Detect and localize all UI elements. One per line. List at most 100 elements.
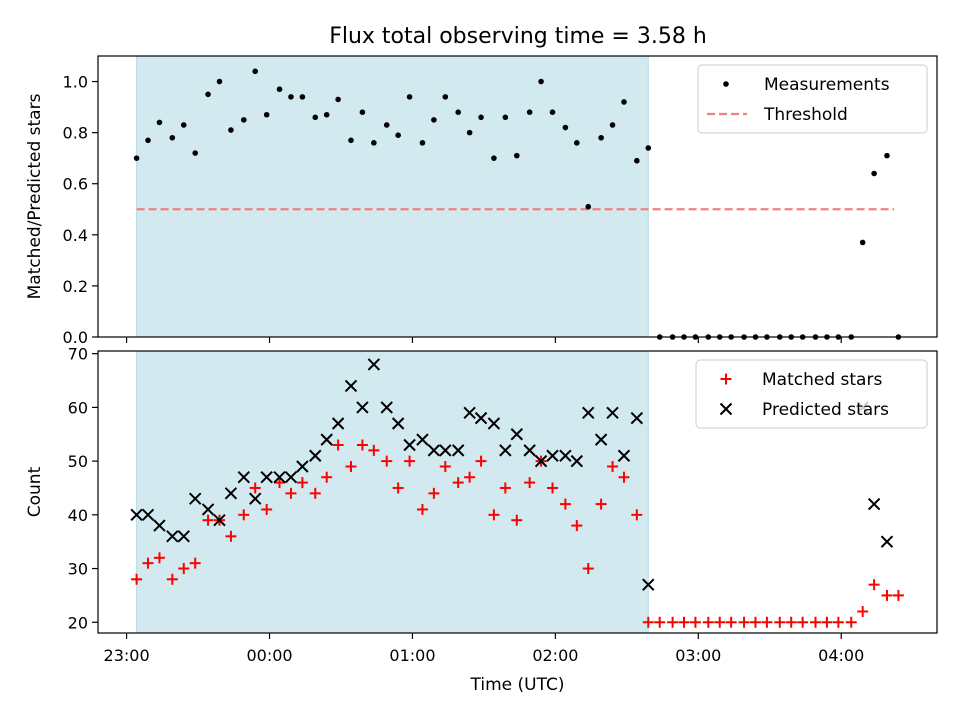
matched-star-point <box>785 616 797 628</box>
predicted-star-point <box>367 358 381 371</box>
predicted-star-point <box>224 487 238 500</box>
y-tick-label: 0.2 <box>63 277 88 296</box>
predicted-star-point <box>594 433 608 446</box>
measurement-point <box>383 122 390 128</box>
y-tick-label: 0.0 <box>63 328 88 347</box>
predicted-star-point <box>130 508 143 522</box>
x-b <box>224 487 238 500</box>
x-b <box>320 433 333 446</box>
x-b <box>367 358 381 371</box>
measurement-point <box>549 109 556 115</box>
predicted-star-point <box>309 449 322 462</box>
predicted-star-point <box>487 417 501 430</box>
predicted-star-point <box>166 530 179 543</box>
measurement-point <box>371 140 377 146</box>
matched-star-point <box>559 498 571 510</box>
measurement-point <box>466 129 473 136</box>
measurement-point <box>406 94 413 100</box>
measurement-point <box>478 114 484 121</box>
predicted-star-point <box>642 578 655 591</box>
measurement-point <box>156 119 163 126</box>
predicted-star-point <box>391 417 405 430</box>
matched-star-point <box>892 589 904 601</box>
predicted-star-point <box>356 401 369 414</box>
measurement-point <box>145 137 151 144</box>
x-b <box>570 454 584 468</box>
x-b <box>719 402 733 416</box>
legend-entry-label: Threshold <box>763 105 848 125</box>
legend-box <box>695 359 928 429</box>
measurement-point <box>192 150 198 156</box>
matched-star-point <box>714 616 726 628</box>
x-b <box>130 508 143 522</box>
matched-star-point <box>524 477 536 489</box>
predicted-star-point <box>177 530 190 543</box>
matched-star-point <box>345 460 357 472</box>
x-b <box>201 503 215 516</box>
predicted-star-point <box>284 471 298 484</box>
matched-star-point <box>511 514 523 526</box>
x-b <box>427 444 441 457</box>
measurement-point <box>585 203 592 210</box>
x-b <box>296 460 309 473</box>
predicted-star-point <box>188 492 202 505</box>
measurement-point <box>263 111 270 118</box>
predicted-star-point <box>249 492 262 505</box>
x-b <box>188 492 202 505</box>
predicted-star-point <box>201 503 215 516</box>
x-b <box>213 513 226 527</box>
measurement-point <box>609 122 616 128</box>
predicted-star-point <box>582 406 595 419</box>
matched-star-point <box>153 552 165 564</box>
matched-star-point <box>321 471 333 483</box>
matched-star-point <box>857 606 869 618</box>
x-tick-label: 01:00 <box>389 646 435 665</box>
matched-star-point <box>404 455 416 467</box>
predicted-star-point <box>523 444 536 457</box>
x-b <box>867 497 881 511</box>
bottom-y-axis-label: Count <box>25 466 45 517</box>
measurement-point <box>205 91 211 98</box>
top-axes-frame <box>97 55 938 338</box>
x-b <box>617 449 631 462</box>
bottom-y-ticks: 20 30 40 50 60 70 <box>68 345 98 632</box>
x-b <box>559 449 572 462</box>
x-b <box>153 519 166 532</box>
legend-measurement-marker <box>723 81 729 87</box>
x-tick-label: 04:00 <box>818 646 864 665</box>
x-b <box>523 444 536 457</box>
predicted-star-point <box>630 411 644 425</box>
matched-star-point <box>225 530 237 542</box>
matched-star-point <box>309 487 321 499</box>
x-b <box>344 379 358 393</box>
x-b <box>403 438 416 452</box>
measurement-point <box>395 132 401 138</box>
matched-star-point <box>547 482 559 494</box>
predicted-star-point <box>213 513 226 527</box>
measurement-point <box>871 170 877 177</box>
matched-star-point <box>642 616 654 628</box>
top-legend: Measurements Threshold <box>697 64 928 134</box>
measurement-point <box>634 157 640 164</box>
matched-star-point <box>488 509 500 521</box>
matched-star-point <box>832 616 844 628</box>
matched-star-point <box>238 509 250 521</box>
measurement-point <box>252 68 259 75</box>
matched-star-point <box>464 471 476 483</box>
matched-star-point <box>416 503 428 515</box>
measurement-point <box>348 137 354 144</box>
predicted-star-point <box>331 417 345 430</box>
measurement-point <box>359 109 366 115</box>
x-b <box>177 530 190 543</box>
matched-star-point <box>631 509 643 521</box>
x-tick-label: 03:00 <box>675 646 721 665</box>
y-tick-label: 0.4 <box>63 226 88 245</box>
x-b <box>630 411 644 425</box>
x-b <box>880 535 894 548</box>
top-x-ticks <box>125 337 842 343</box>
predicted-star-point <box>273 471 286 484</box>
x-b <box>249 492 262 505</box>
predicted-star-point <box>617 449 631 462</box>
observing-span-bottom <box>136 350 649 634</box>
matched-star-point <box>131 573 143 585</box>
